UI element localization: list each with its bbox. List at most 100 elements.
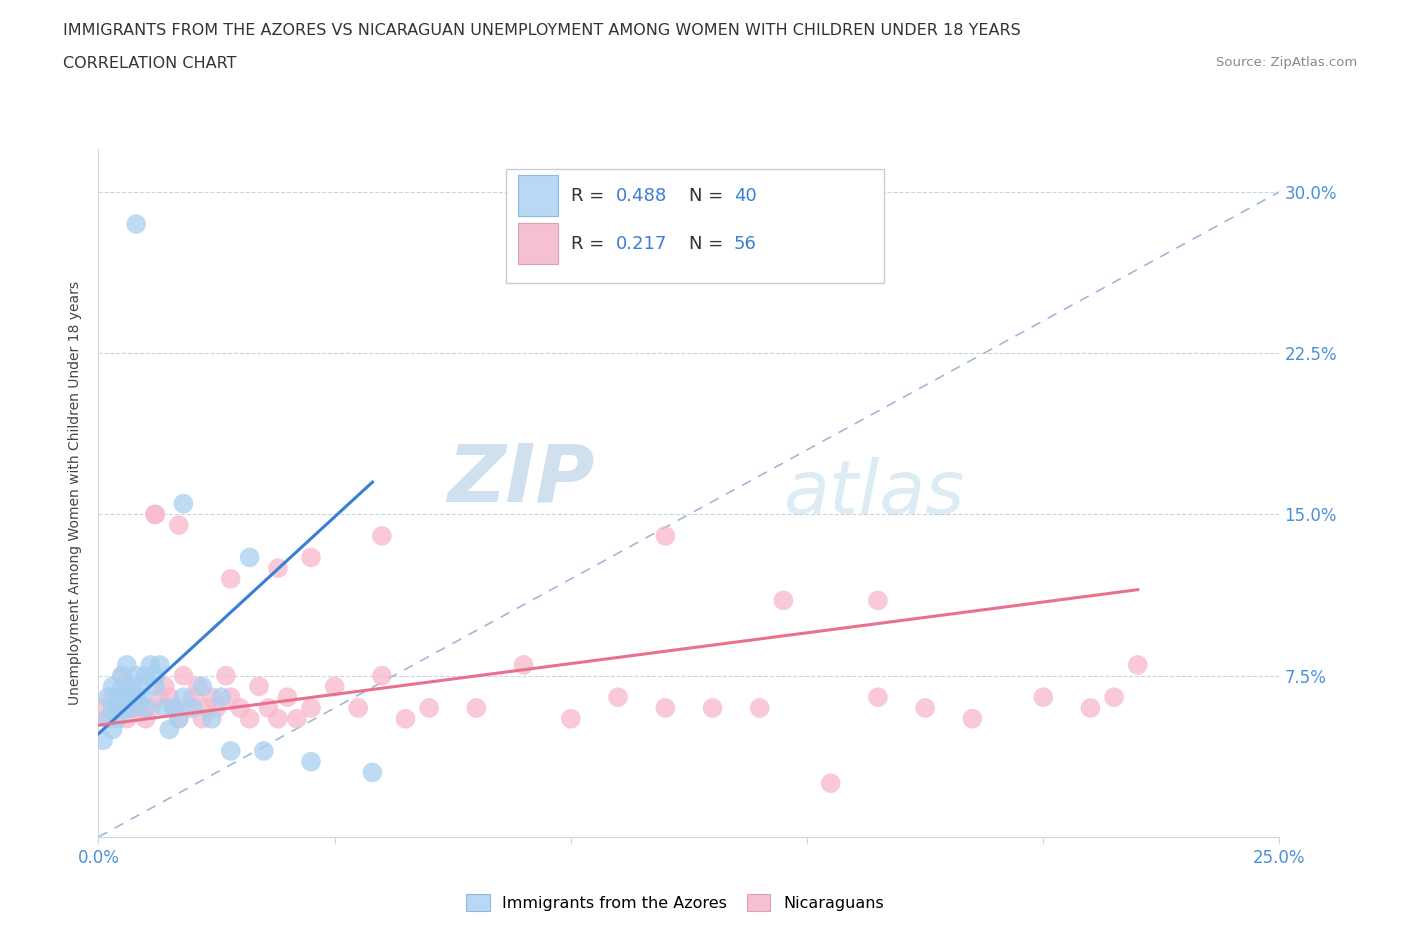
Point: [361, 765, 384, 780]
Point: [105, 700, 128, 715]
Point: [167, 711, 190, 726]
Point: [143, 507, 166, 522]
Point: [172, 690, 194, 705]
Point: [111, 679, 134, 694]
Point: [105, 700, 128, 715]
Point: [153, 700, 176, 715]
Point: [157, 690, 180, 705]
Point: [866, 690, 889, 705]
Point: [157, 722, 180, 737]
Point: [125, 217, 148, 232]
Point: [299, 754, 322, 769]
Point: [135, 711, 157, 726]
Text: N =: N =: [689, 187, 728, 205]
Point: [371, 669, 394, 684]
Point: [163, 700, 186, 715]
Point: [111, 669, 134, 684]
Point: [177, 700, 200, 715]
Text: 0.488: 0.488: [616, 187, 666, 205]
Point: [97, 711, 120, 726]
Point: [111, 700, 134, 715]
Point: [135, 669, 157, 684]
Point: [1126, 658, 1149, 672]
Point: [209, 690, 232, 705]
Point: [91, 700, 114, 715]
Point: [135, 700, 157, 715]
Point: [125, 690, 148, 705]
Point: [181, 690, 204, 705]
Point: [121, 679, 143, 694]
Point: [299, 550, 322, 565]
Text: IMMIGRANTS FROM THE AZORES VS NICARAGUAN UNEMPLOYMENT AMONG WOMEN WITH CHILDREN : IMMIGRANTS FROM THE AZORES VS NICARAGUAN…: [63, 23, 1021, 38]
Point: [201, 690, 224, 705]
Point: [219, 744, 242, 759]
Point: [129, 700, 152, 715]
Point: [866, 593, 889, 608]
Point: [125, 690, 148, 705]
Point: [115, 658, 138, 672]
Point: [172, 497, 194, 512]
Point: [201, 711, 224, 726]
Point: [1080, 700, 1102, 715]
Point: [121, 700, 143, 715]
Text: 56: 56: [734, 235, 756, 253]
Point: [465, 700, 488, 715]
Text: Source: ZipAtlas.com: Source: ZipAtlas.com: [1216, 56, 1357, 69]
Point: [323, 679, 346, 694]
Point: [139, 658, 162, 672]
Point: [115, 679, 138, 694]
Point: [143, 669, 166, 684]
Point: [172, 669, 194, 684]
Point: [205, 700, 228, 715]
Text: R =: R =: [571, 235, 616, 253]
Point: [101, 679, 124, 694]
Point: [105, 711, 128, 726]
Point: [129, 690, 152, 705]
Point: [115, 700, 138, 715]
Point: [654, 528, 676, 543]
Point: [239, 550, 262, 565]
Point: [215, 669, 238, 684]
Text: N =: N =: [689, 235, 728, 253]
Point: [914, 700, 936, 715]
Point: [167, 711, 190, 726]
Point: [101, 700, 124, 715]
Point: [257, 700, 280, 715]
Point: [512, 658, 534, 672]
Point: [560, 711, 582, 726]
Point: [654, 700, 676, 715]
Text: ZIP: ZIP: [447, 440, 595, 518]
Point: [772, 593, 794, 608]
Point: [962, 711, 984, 726]
Point: [219, 571, 242, 587]
Point: [229, 700, 252, 715]
Text: R =: R =: [571, 187, 610, 205]
Text: 40: 40: [734, 187, 756, 205]
Point: [820, 776, 842, 790]
Point: [247, 679, 270, 694]
Point: [115, 690, 138, 705]
Point: [371, 528, 394, 543]
Point: [181, 700, 204, 715]
Point: [1032, 690, 1054, 705]
Point: [748, 700, 770, 715]
Point: [347, 700, 370, 715]
Point: [195, 700, 218, 715]
Point: [143, 507, 166, 522]
Text: 0.217: 0.217: [616, 235, 666, 253]
FancyBboxPatch shape: [517, 175, 558, 216]
Point: [418, 700, 440, 715]
Point: [253, 744, 276, 759]
Point: [607, 690, 630, 705]
Point: [163, 700, 186, 715]
Point: [285, 711, 308, 726]
Point: [97, 711, 120, 726]
Y-axis label: Unemployment Among Women with Children Under 18 years: Unemployment Among Women with Children U…: [69, 281, 83, 705]
Point: [191, 711, 214, 726]
Text: CORRELATION CHART: CORRELATION CHART: [63, 56, 236, 71]
Point: [115, 711, 138, 726]
Point: [129, 679, 152, 694]
Point: [91, 733, 114, 748]
Point: [394, 711, 416, 726]
Point: [191, 679, 214, 694]
